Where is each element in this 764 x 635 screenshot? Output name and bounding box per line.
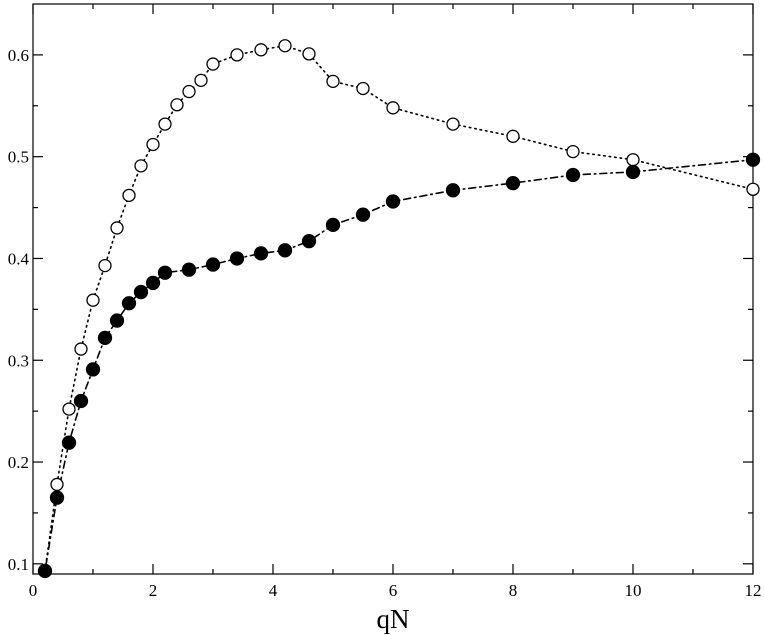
x-tick-label: 10 <box>625 581 642 600</box>
filled-circle-point <box>445 183 461 198</box>
open-circle-point <box>386 101 400 115</box>
series-line-1 <box>44 44 754 572</box>
open-circle-point <box>50 477 64 492</box>
x-tick-label: 6 <box>389 581 398 600</box>
open-circle-point <box>98 258 112 273</box>
x-tick-label: 4 <box>269 581 278 600</box>
y-tick-label: 0.3 <box>8 351 29 370</box>
open-circle-point <box>206 57 220 71</box>
open-circle-point <box>506 129 520 143</box>
filled-circle-point <box>181 262 197 277</box>
series-line-2 <box>44 158 754 572</box>
filled-circle-point <box>625 164 641 180</box>
x-axis-label: qN <box>377 604 410 634</box>
filled-circle-point <box>61 435 77 450</box>
open-circle-point <box>122 188 136 203</box>
filled-circle-point <box>253 246 269 261</box>
open-circle-point <box>230 48 244 62</box>
y-tick-label: 0.5 <box>8 148 29 167</box>
open-circle-point <box>626 153 640 167</box>
open-circle-point <box>194 73 208 87</box>
open-circle-point <box>326 74 340 89</box>
open-circle-point <box>134 159 148 173</box>
x-tick-label: 8 <box>509 581 518 600</box>
y-tick-label: 0.4 <box>8 249 30 268</box>
open-circle-point <box>746 182 760 196</box>
open-circle-point <box>86 293 100 307</box>
open-circle-point <box>110 221 124 235</box>
filled-circle-point <box>85 362 101 377</box>
series-lines <box>44 44 754 572</box>
open-circle-point <box>566 144 580 159</box>
open-circle-point <box>278 39 292 53</box>
filled-circle-point <box>37 563 53 579</box>
filled-circle-point <box>205 257 221 272</box>
filled-circle-point <box>49 490 65 505</box>
y-tick-label: 0.1 <box>8 555 29 574</box>
open-circle-point <box>356 81 370 96</box>
open-circle-point <box>254 43 268 57</box>
open-circle-point <box>446 117 460 131</box>
axis-ticks <box>32 4 754 574</box>
filled-circle-point <box>385 194 401 209</box>
filled-circle-point <box>133 284 149 300</box>
y-tick-label: 0.6 <box>8 46 29 65</box>
filled-circle-point <box>157 265 173 280</box>
filled-circle-point <box>121 296 137 311</box>
y-tick-labels: 0.1 0.2 0.3 0.4 0.5 0.6 <box>8 46 30 574</box>
filled-circle-point <box>565 167 581 183</box>
open-circle-point <box>146 137 160 152</box>
filled-circle-point <box>73 393 89 409</box>
filled-circle-point <box>505 175 521 191</box>
filled-circle-point <box>97 330 113 346</box>
open-circle-point <box>302 47 316 61</box>
x-tick-label: 12 <box>745 581 762 600</box>
open-circle-point <box>170 98 184 112</box>
open-circle-point <box>182 84 196 99</box>
filled-circle-point <box>145 275 161 291</box>
filled-circle-point <box>301 234 317 249</box>
open-circle-point <box>158 117 172 131</box>
y-tick-label: 0.2 <box>8 453 29 472</box>
open-circle-point <box>62 402 76 416</box>
x-tick-label: 2 <box>149 581 158 600</box>
filled-circle-point <box>745 152 761 167</box>
filled-circle-point <box>109 313 125 328</box>
open-circle-point <box>74 342 88 356</box>
filled-circle-point <box>325 217 341 233</box>
x-tick-label: 0 <box>29 581 38 600</box>
filled-circle-point <box>229 251 245 266</box>
filled-circle-point <box>355 207 371 222</box>
x-tick-labels: 0 2 4 6 8 10 12 <box>29 581 762 600</box>
filled-circle-point <box>277 243 293 258</box>
series-points <box>37 39 761 579</box>
